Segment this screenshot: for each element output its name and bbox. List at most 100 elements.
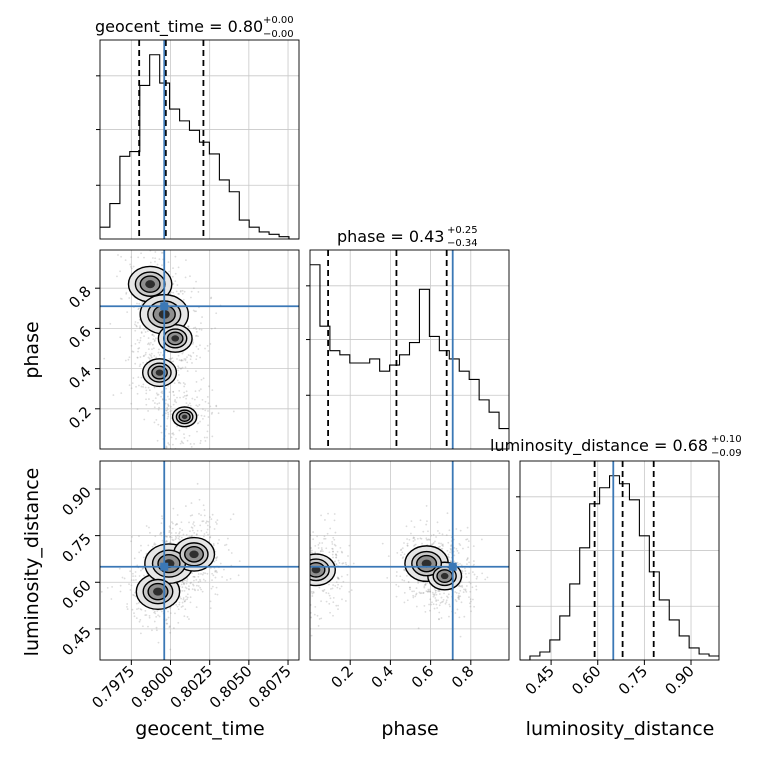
- panel-inner: [100, 461, 299, 660]
- sample-point: [304, 619, 306, 621]
- sample-point: [395, 595, 398, 598]
- sample-point: [320, 550, 322, 552]
- sample-point: [198, 498, 201, 501]
- sample-point: [332, 556, 334, 559]
- sample-point: [193, 310, 196, 313]
- sample-point: [169, 612, 172, 615]
- sample-point: [306, 574, 308, 576]
- sample-point: [177, 537, 180, 540]
- sample-point: [464, 572, 467, 575]
- sample-point: [414, 595, 417, 598]
- sample-point: [139, 337, 142, 339]
- sample-point: [174, 538, 177, 541]
- sample-point: [216, 556, 219, 558]
- sample-point: [191, 588, 194, 591]
- sample-point: [432, 533, 435, 536]
- sample-point: [448, 556, 450, 559]
- sample-point: [193, 532, 196, 534]
- sample-point: [144, 386, 147, 389]
- sample-point: [143, 256, 145, 259]
- sample-point: [200, 573, 202, 575]
- sample-point: [172, 507, 175, 510]
- sample-point: [184, 586, 187, 589]
- sample-point: [306, 618, 308, 620]
- sample-point: [167, 404, 170, 407]
- sample-point: [172, 627, 175, 630]
- sample-point: [134, 323, 136, 326]
- sample-point: [178, 538, 181, 541]
- sample-point: [154, 543, 157, 546]
- sample-point: [200, 328, 203, 331]
- sample-point: [335, 563, 338, 566]
- sample-point: [204, 409, 207, 412]
- sample-point: [457, 552, 460, 554]
- sample-point: [387, 555, 390, 558]
- sample-point: [200, 514, 202, 517]
- sample-point: [195, 335, 197, 337]
- sample-point: [148, 357, 151, 360]
- sample-point: [133, 612, 135, 615]
- sample-point: [167, 411, 169, 414]
- sample-point: [307, 583, 309, 585]
- sample-point: [158, 348, 160, 351]
- sample-point: [206, 528, 209, 531]
- sample-point: [156, 403, 159, 405]
- sample-point: [199, 580, 202, 583]
- panel-2d-geocent_time-phase: [99, 243, 300, 454]
- sample-point: [424, 583, 427, 586]
- sample-point: [406, 544, 409, 547]
- sample-point: [196, 405, 199, 408]
- sample-point: [306, 559, 308, 561]
- sample-point: [215, 523, 218, 525]
- sample-point: [130, 584, 133, 587]
- x-tick-label-phase: 0.2: [327, 662, 357, 692]
- sample-point: [201, 590, 204, 593]
- sample-point: [181, 441, 184, 444]
- sample-point: [182, 382, 185, 384]
- sample-point: [172, 433, 175, 436]
- sample-point: [184, 599, 187, 601]
- sample-point: [215, 521, 217, 523]
- sample-point: [290, 580, 292, 582]
- frame-geocent_time: [99, 39, 300, 240]
- sample-point: [121, 243, 123, 245]
- sample-point: [134, 571, 137, 573]
- sample-point: [177, 366, 180, 369]
- sample-point: [465, 585, 468, 587]
- sample-point: [442, 600, 444, 603]
- sample-point: [201, 573, 204, 576]
- sample-point: [214, 327, 217, 330]
- sample-point: [437, 599, 439, 602]
- sample-point: [445, 601, 448, 604]
- sample-point: [407, 581, 410, 584]
- sample-point: [185, 402, 188, 405]
- sample-point: [294, 590, 296, 592]
- sample-point: [135, 324, 138, 327]
- sample-point: [302, 552, 304, 554]
- sample-point: [159, 425, 162, 428]
- sample-point: [149, 261, 152, 264]
- sample-point: [406, 599, 409, 602]
- sample-point: [147, 386, 150, 389]
- sample-point: [221, 576, 224, 578]
- sample-point: [168, 525, 171, 528]
- sample-point: [129, 263, 132, 266]
- sample-point: [447, 553, 450, 556]
- sample-point: [192, 309, 195, 312]
- sample-point: [151, 257, 154, 259]
- sample-point: [153, 611, 155, 614]
- sample-point: [182, 582, 185, 585]
- sample-point: [187, 452, 189, 454]
- sample-point: [308, 504, 310, 506]
- sample-point: [132, 575, 134, 578]
- sample-point: [189, 530, 191, 532]
- sample-point: [335, 556, 338, 559]
- sample-point: [154, 337, 157, 340]
- sample-point: [184, 505, 187, 507]
- sample-point: [156, 263, 159, 266]
- sample-point: [170, 358, 172, 360]
- sample-point: [138, 620, 141, 623]
- sample-point: [292, 627, 294, 629]
- sample-point: [138, 365, 141, 368]
